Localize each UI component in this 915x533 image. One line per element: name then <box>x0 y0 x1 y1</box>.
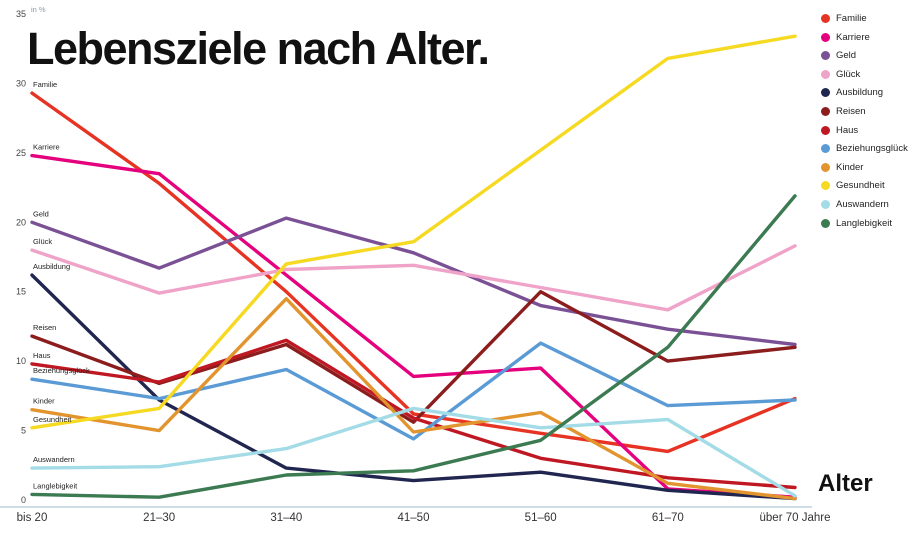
y-tick-label: 5 <box>21 426 26 436</box>
series-line-Reisen <box>30 290 797 424</box>
legend: Familie Karriere Geld Glück Ausbildung Reisen… <box>821 13 908 229</box>
y-tick-label: 35 <box>16 9 26 19</box>
legend-swatch <box>821 218 830 228</box>
series-start-label: Beziehungsglück <box>33 366 90 375</box>
y-tick-label: 0 <box>21 495 26 505</box>
series-start-label: Karriere <box>33 143 60 152</box>
legend-item: Kinder <box>821 162 908 173</box>
series-start-label: Geld <box>33 209 49 218</box>
series-line-Kinder <box>30 297 797 501</box>
series-start-label: Reisen <box>33 323 56 332</box>
y-tick-label: 30 <box>16 78 26 88</box>
series-line-Geld <box>30 216 797 347</box>
series-start-label: Familie <box>33 80 57 89</box>
series-line-Gesundheit <box>30 34 797 430</box>
x-tick-label: 21–30 <box>143 512 175 524</box>
series-line-Beziehungsglück <box>30 341 797 441</box>
x-tick-label: 61–70 <box>652 512 684 524</box>
series-start-label: Haus <box>33 351 51 360</box>
x-tick-label: 31–40 <box>270 512 302 524</box>
legend-swatch <box>821 14 830 23</box>
legend-label: Auswandern <box>836 198 889 210</box>
y-tick-label: 25 <box>16 148 26 158</box>
series-line-Ausbildung <box>30 273 797 501</box>
legend-swatch <box>821 181 830 191</box>
legend-item: Geld <box>821 50 908 61</box>
legend-item: Langlebigkeit <box>821 218 908 229</box>
series-start-label: Ausbildung <box>33 262 70 271</box>
legend-label: Geld <box>836 50 857 62</box>
legend-item: Glück <box>821 69 908 80</box>
legend-label: Familie <box>836 13 867 24</box>
legend-item: Karriere <box>821 32 908 43</box>
x-axis-title: Alter <box>818 470 873 497</box>
legend-swatch <box>821 144 830 154</box>
y-tick-label: 15 <box>16 287 26 297</box>
legend-item: Auswandern <box>821 199 908 210</box>
legend-swatch <box>821 199 830 209</box>
legend-label: Beziehungsglück <box>836 143 908 155</box>
legend-item: Beziehungsglück <box>821 143 908 154</box>
series-line-Glück <box>30 244 797 312</box>
legend-label: Reisen <box>836 105 866 117</box>
series-start-label: Auswandern <box>33 455 75 464</box>
series-start-label: Gesundheit <box>33 415 72 424</box>
legend-item: Ausbildung <box>821 87 908 98</box>
legend-label: Kinder <box>836 161 864 173</box>
legend-item: Reisen <box>821 106 908 117</box>
legend-swatch <box>821 69 830 79</box>
series-line-Familie <box>30 91 797 454</box>
series-line-Haus <box>30 338 797 490</box>
x-tick-label: über 70 Jahre <box>760 512 831 524</box>
x-tick-label: 41–50 <box>398 512 430 524</box>
legend-label: Glück <box>836 68 861 80</box>
y-tick-label: 20 <box>16 217 26 227</box>
legend-swatch <box>821 125 830 135</box>
series-start-label: Glück <box>33 237 52 246</box>
legend-label: Ausbildung <box>836 87 884 99</box>
legend-label: Langlebigkeit <box>836 217 892 229</box>
y-tick-label: 10 <box>16 356 26 366</box>
legend-label: Karriere <box>836 31 870 43</box>
legend-item: Haus <box>821 125 908 136</box>
series-start-label: Kinder <box>33 397 55 406</box>
legend-swatch <box>821 162 830 172</box>
series-start-label: Langlebigkeit <box>33 481 78 490</box>
legend-item: Gesundheit <box>821 180 908 191</box>
legend-swatch <box>821 32 830 42</box>
legend-swatch <box>821 106 830 116</box>
series-line-Auswandern <box>30 406 797 498</box>
legend-label: Haus <box>836 124 859 136</box>
legend-swatch <box>821 88 830 98</box>
series-line-Langlebigkeit <box>30 194 797 499</box>
y-axis-unit-label: in % <box>31 5 46 14</box>
x-tick-label: 51–60 <box>525 512 557 524</box>
legend-item: Familie <box>821 13 908 24</box>
legend-swatch <box>821 51 830 61</box>
legend-label: Gesundheit <box>836 180 885 192</box>
x-tick-label: bis 20 <box>17 512 48 524</box>
